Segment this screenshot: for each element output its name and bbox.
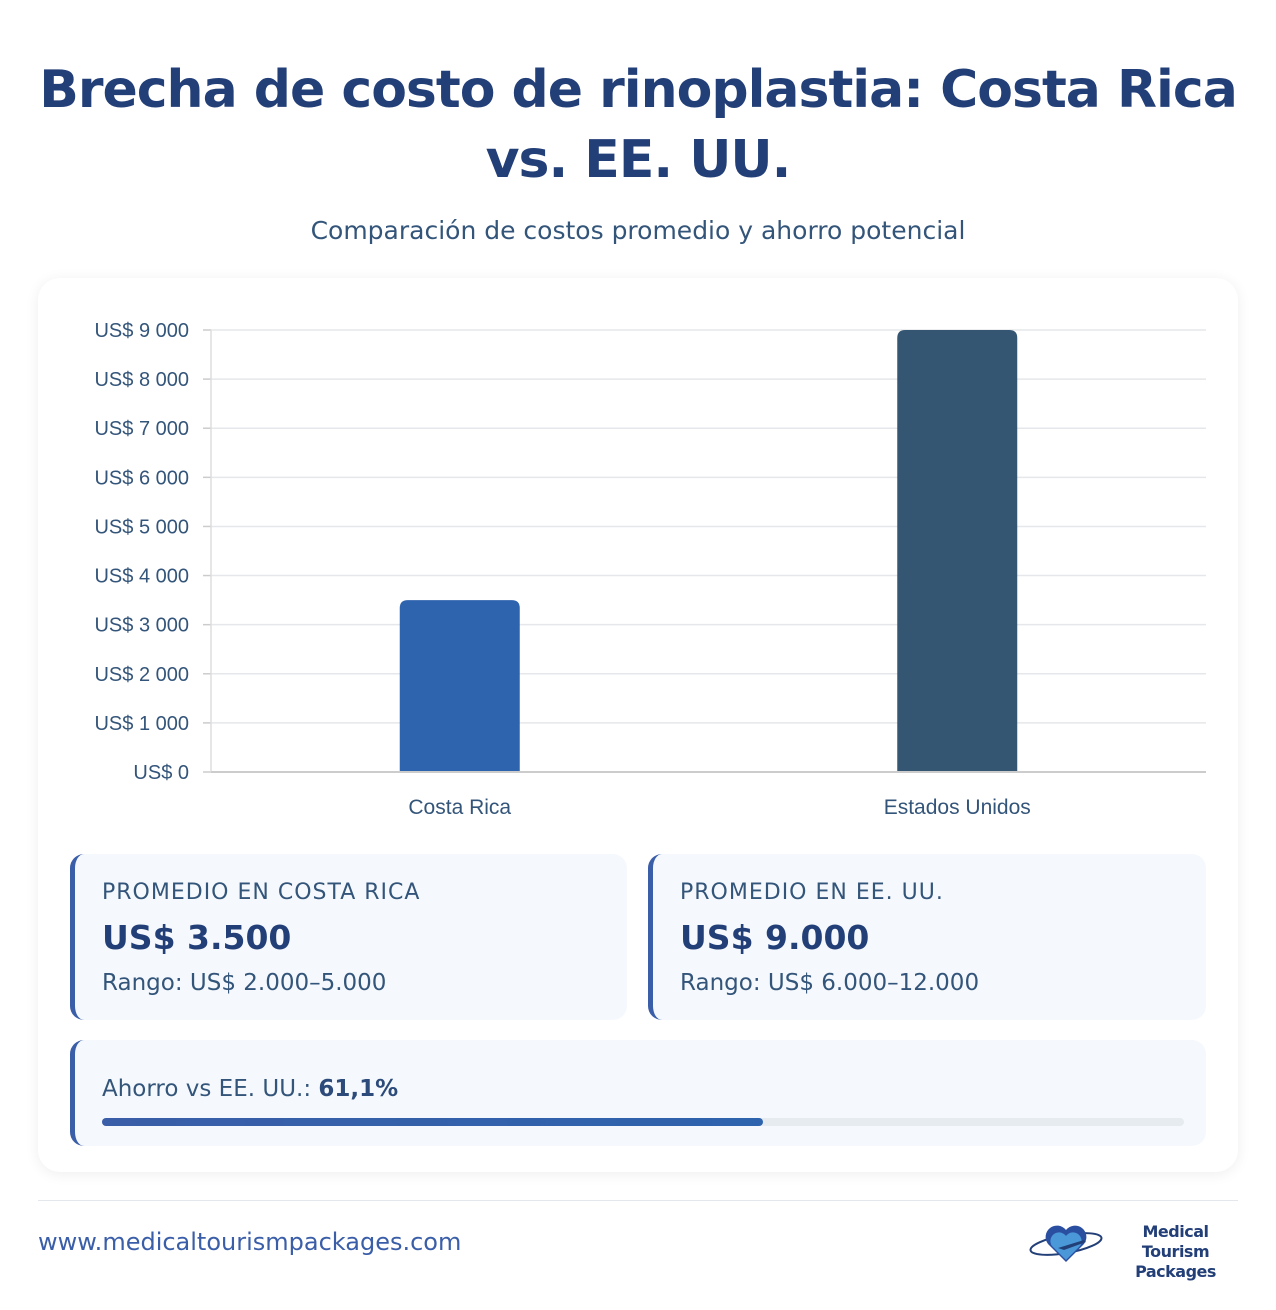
stat-value: US$ 3.500 (102, 918, 292, 957)
y-tick-label: US$ 5 000 (94, 516, 189, 538)
chart-card: US$ 0 US$ 1 000 US$ 2 000 US$ 3 000 US$ 4 00… (38, 278, 1238, 1172)
stat-label: PROMEDIO EN EE. UU. (680, 880, 944, 905)
logo: Medical Tourism Packages (1028, 1218, 1243, 1281)
savings-value: 61,1% (318, 1076, 399, 1102)
savings-progress-fill (102, 1118, 764, 1126)
stat-range: Rango: US$ 6.000–12.000 (680, 970, 980, 996)
stat-card-usa: PROMEDIO EN EE. UU. US$ 9.000 Rango: US$… (648, 854, 1206, 1020)
y-tick-label: US$ 8 000 (94, 369, 189, 391)
stat-range: Rango: US$ 2.000–5.000 (102, 970, 387, 996)
bar-chart: US$ 0 US$ 1 000 US$ 2 000 US$ 3 000 US$ 4 00… (94, 320, 1206, 819)
y-tick-label: US$ 4 000 (94, 566, 189, 588)
savings-text: Ahorro vs EE. UU.: 61,1% (102, 1076, 398, 1102)
savings-card: Ahorro vs EE. UU.: 61,1% (70, 1040, 1206, 1146)
footer-url[interactable]: www.medicaltourismpackages.com (38, 1228, 462, 1256)
y-tick-label: US$ 7 000 (94, 418, 189, 440)
y-tick-label: US$ 9 000 (94, 320, 189, 342)
stat-label: PROMEDIO EN COSTA RICA (102, 880, 421, 905)
savings-label: Ahorro vs EE. UU.: (102, 1076, 312, 1102)
heart-plane-logo-icon (1029, 1225, 1103, 1262)
page-title: Brecha de costo de rinoplastia: Costa Ri… (39, 60, 1238, 190)
page-subtitle: Comparación de costos promedio y ahorro … (310, 216, 966, 245)
y-tick-label: US$ 3 000 (94, 615, 189, 637)
bar-estados-unidos (897, 330, 1018, 772)
bar-costa-rica (399, 600, 520, 772)
x-tick-label: Estados Unidos (884, 796, 1031, 819)
y-tick-label: US$ 2 000 (94, 664, 189, 686)
y-tick-label: US$ 6 000 (94, 467, 189, 489)
y-tick-label: US$ 1 000 (94, 713, 189, 735)
y-tick-label: US$ 0 (133, 762, 189, 784)
x-tick-label: Costa Rica (408, 796, 511, 819)
footer-divider (38, 1200, 1238, 1201)
savings-progress-bar (102, 1118, 1184, 1126)
stat-value: US$ 9.000 (680, 918, 870, 957)
stat-card-costa-rica: PROMEDIO EN COSTA RICA US$ 3.500 Rango: … (70, 854, 627, 1020)
logo-text: Medical Tourism Packages (1135, 1222, 1216, 1281)
